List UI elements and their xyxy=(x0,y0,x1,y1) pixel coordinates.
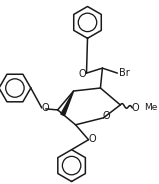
Text: O: O xyxy=(79,69,86,79)
Polygon shape xyxy=(61,91,74,116)
Text: O: O xyxy=(131,103,139,113)
Text: Me: Me xyxy=(145,103,158,112)
Text: O: O xyxy=(89,134,96,144)
Text: O: O xyxy=(42,103,50,113)
Text: Br: Br xyxy=(119,68,130,78)
Text: O: O xyxy=(103,111,110,121)
